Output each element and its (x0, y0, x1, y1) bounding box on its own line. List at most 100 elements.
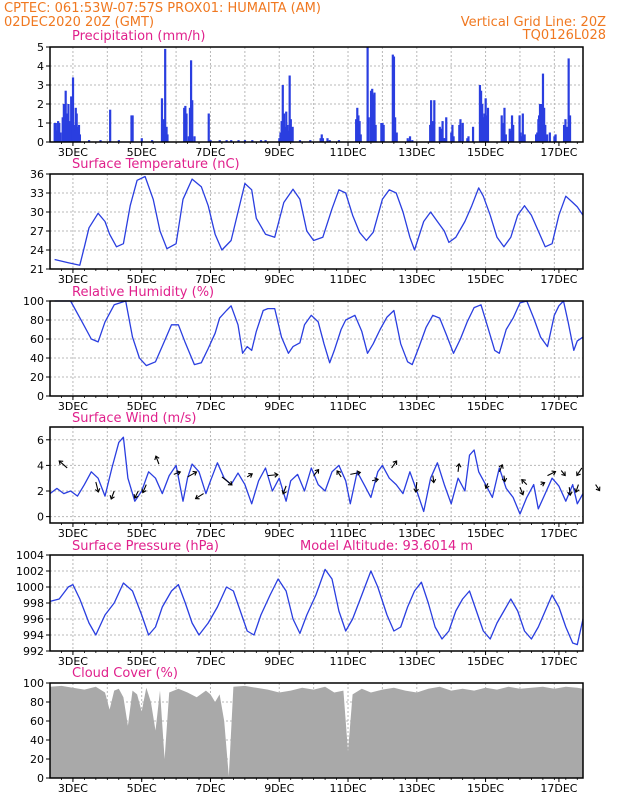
rh-title: Relative Humidity (%) (72, 285, 214, 300)
x-tick-label: 9DEC (264, 655, 294, 668)
precip-bar (445, 117, 448, 142)
precip-bar (358, 121, 361, 142)
y-tick-label: 0 (37, 136, 44, 149)
x-tick-label: 3DEC (58, 655, 88, 668)
precip-bar (546, 134, 549, 142)
precip-bar (391, 54, 394, 142)
precip-bar (164, 48, 167, 142)
y-tick-label: 2 (37, 485, 44, 498)
wind-arrow (221, 476, 233, 486)
rh-panel: 0 20 40 60 80 100 3DEC 5DEC 7DEC 9DEC 11DEC 13DEC 15… (23, 295, 584, 413)
precip-bar (567, 58, 570, 142)
x-tick-label: 15DEC (467, 782, 504, 795)
precip-bar (309, 140, 312, 142)
x-tick-label: 17DEC (540, 655, 577, 668)
wind-arrow (194, 493, 204, 500)
x-tick-label: 3DEC (58, 273, 88, 286)
precip-panel: 0 1 2 3 4 5 3DEC 5DEC 7DEC 9DEC 11DEC 13DEC 15DEC 17D… (37, 41, 584, 159)
precip-bar (160, 98, 164, 142)
wind-arrow (576, 467, 583, 477)
precip-bar (553, 136, 556, 142)
precip-bar (510, 115, 514, 142)
precip-bar (441, 121, 444, 142)
x-tick-label: 3DEC (58, 400, 88, 413)
precip-bar (382, 124, 385, 142)
pressure-panel: 992 994 996 998 1000 1002 1004 3DEC 5DEC 7DEC 9DEC… (16, 549, 584, 668)
precip-bar (59, 132, 62, 142)
precip-bar (185, 113, 188, 142)
wind-arrow (519, 486, 525, 496)
precip-bar (467, 136, 470, 142)
y-tick-label: 1002 (16, 565, 44, 578)
precip-bar (471, 126, 475, 142)
precip-bar (486, 107, 490, 142)
precip-bar (193, 136, 196, 142)
precip-bar (280, 121, 283, 142)
x-tick-label: 17DEC (540, 273, 577, 286)
x-tick-label: 5DEC (127, 782, 157, 795)
wind-frame (49, 426, 584, 524)
wind-arrow (336, 470, 342, 478)
precip-bar (394, 117, 397, 142)
precip-bar (543, 107, 546, 142)
precip-bar (328, 140, 331, 142)
precip-bar (259, 140, 263, 142)
precip-bar (482, 117, 485, 142)
y-tick-label: 1000 (16, 581, 44, 594)
wind-arrow (430, 475, 437, 484)
pressure-series-line (49, 568, 584, 646)
precip-bar (218, 140, 221, 142)
precip-bar (500, 115, 503, 142)
precip-bar (189, 60, 193, 142)
panels-layer: 0 1 2 3 4 5 3DEC 5DEC 7DEC 9DEC 11DEC 13DEC 15DEC 17D… (16, 41, 601, 795)
header-station: CPTEC: 061:53W-07:57S PROX01: HUMAITA (A… (4, 1, 321, 16)
y-tick-label: 80 (30, 314, 44, 327)
x-tick-label: 7DEC (195, 527, 225, 540)
temp-series-line (54, 175, 584, 266)
precip-bar (117, 140, 120, 142)
wind-arrow (350, 470, 362, 476)
cloud-title: Cloud Cover (%) (72, 666, 178, 681)
y-tick-label: 0 (37, 390, 44, 403)
x-tick-label: 15DEC (467, 146, 504, 159)
y-tick-label: 20 (30, 753, 44, 766)
precip-bar (58, 123, 61, 142)
precip-bar (289, 119, 292, 142)
wind-arrow (313, 468, 320, 476)
precip-bar (287, 130, 290, 142)
y-tick-label: 6 (37, 434, 44, 447)
precip-bar (140, 138, 143, 142)
x-tick-label: 11DEC (329, 146, 366, 159)
precip-bar (568, 115, 572, 142)
wind-arrow (560, 470, 566, 477)
precip-bar (554, 134, 557, 142)
precip-bar (408, 136, 412, 142)
wind-arrow (187, 470, 198, 478)
precip-bar (76, 126, 79, 142)
precip-bar (373, 92, 376, 142)
wind-arrow (501, 475, 508, 483)
x-tick-label: 15DEC (467, 400, 504, 413)
wind-arrow (498, 463, 504, 473)
wind-title: Surface Wind (m/s) (72, 411, 196, 426)
x-tick-label: 5DEC (127, 527, 157, 540)
precip-bar (380, 123, 383, 142)
wind-arrow (371, 477, 380, 483)
precip-bar (466, 138, 469, 142)
y-tick-label: 40 (30, 352, 44, 365)
precip-bar (243, 140, 247, 142)
precip-bar (508, 128, 511, 142)
precip-bar (109, 109, 112, 142)
precip-bar (321, 138, 325, 142)
precip-bar (251, 140, 254, 142)
precip-bar (57, 121, 60, 142)
wind-arrow (391, 460, 398, 469)
temp-frame (49, 173, 584, 270)
precip-bar (78, 134, 82, 142)
precip-bar (481, 104, 484, 142)
x-tick-label: 3DEC (58, 782, 88, 795)
precip-bar (406, 138, 409, 142)
wind-arrow (547, 470, 557, 477)
cloud-panel: 0 20 40 60 80 100 3DEC 5DEC 7DEC 9DEC 11DEC 13DEC 15… (23, 677, 584, 795)
